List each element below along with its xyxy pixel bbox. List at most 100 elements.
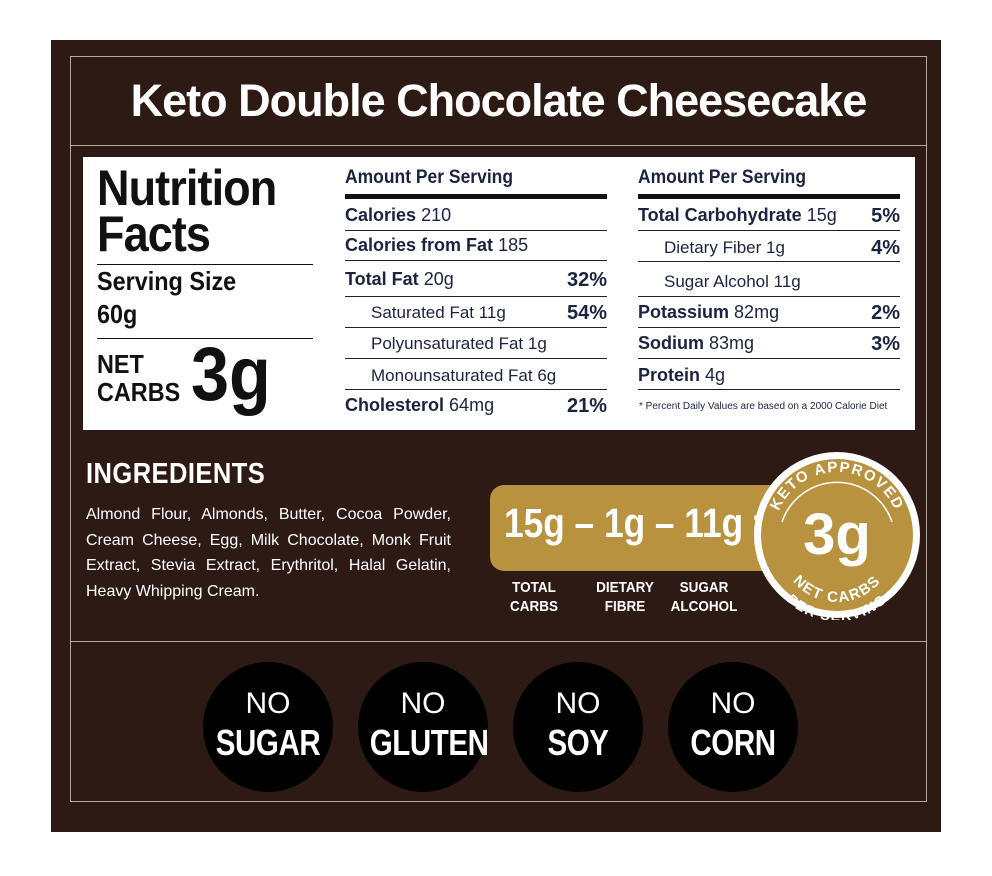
nutrient-amount: 4g xyxy=(705,365,726,385)
net-label-line-2: CARBS xyxy=(97,377,181,407)
badge-item-text: SUGAR xyxy=(215,722,321,763)
badge-item-text: GLUTEN xyxy=(369,722,489,763)
nutrient-label-group: Saturated Fat 11g xyxy=(345,303,506,322)
nutrient-amount: 15g xyxy=(806,205,837,225)
ingredients-heading: INGREDIENTS xyxy=(86,458,266,490)
nutrient-name: Calories from Fat xyxy=(345,235,494,255)
badge-value: 3g xyxy=(803,502,871,567)
nutrient-row: Sugar Alcohol 11g xyxy=(638,271,900,292)
nutrient-label-group: Calories from Fat 185 xyxy=(345,235,528,255)
nutrient-row: Protein 4g xyxy=(638,365,900,386)
badge-item-text: SOY xyxy=(547,722,609,763)
divider xyxy=(97,338,313,339)
no-gluten-badge: NO GLUTEN xyxy=(358,662,489,792)
heading-line-1: Nutrition xyxy=(97,160,277,216)
row-divider xyxy=(345,230,607,231)
nutrient-name: Total Fat xyxy=(345,269,419,289)
row-divider xyxy=(638,358,900,359)
nutrient-name: Dietary Fiber 1g xyxy=(664,238,785,257)
serving-size-label: Serving Size xyxy=(97,266,237,296)
thick-rule xyxy=(638,194,900,199)
nutrient-amount: 64mg xyxy=(449,395,495,415)
row-divider xyxy=(345,358,607,359)
daily-value-percent: 54% xyxy=(566,302,607,324)
daily-value-percent: 2% xyxy=(871,302,900,324)
nutrient-row: Polyunsaturated Fat 1g xyxy=(345,333,607,354)
nutrient-name: Sugar Alcohol 11g xyxy=(664,272,801,291)
nutrient-row: Monounsaturated Fat 6g xyxy=(345,365,607,386)
equation-label-sugar-alcohol: SUGAR ALCOHOL xyxy=(668,578,740,616)
net-label-line-1: NET xyxy=(97,349,144,379)
nutrient-amount: 82mg xyxy=(734,302,780,322)
section-divider xyxy=(70,641,927,642)
nutrient-row: Sodium 83mg 3% xyxy=(638,333,900,355)
daily-value-footnote: * Percent Daily Values are based on a 20… xyxy=(639,401,888,412)
badge-no-text: NO xyxy=(555,687,601,720)
daily-value-percent: 4% xyxy=(871,237,900,259)
nutrient-label-group: Monounsaturated Fat 6g xyxy=(345,366,556,385)
nutrient-name: Polyunsaturated Fat 1g xyxy=(371,334,547,353)
nutrient-label-group: Total Carbohydrate 15g xyxy=(638,205,837,225)
nutrition-facts-heading: Nutrition Facts xyxy=(97,160,313,262)
row-divider xyxy=(345,389,607,390)
nutrient-row: Dietary Fiber 1g 4% xyxy=(638,237,900,259)
nutrient-row: Total Fat 20g 32% xyxy=(345,269,607,291)
nutrient-amount: 185 xyxy=(498,235,529,255)
nutrient-label-group: Polyunsaturated Fat 1g xyxy=(345,334,547,353)
daily-value-percent: 5% xyxy=(871,205,900,227)
heading-line-2: Facts xyxy=(97,206,211,262)
row-divider xyxy=(345,296,607,297)
badge-no-text: NO xyxy=(245,687,291,720)
nutrient-amount: 210 xyxy=(421,205,452,225)
nutrient-label-group: Total Fat 20g xyxy=(345,269,454,289)
label-line: ALCOHOL xyxy=(670,598,738,615)
nutrient-name: Monounsaturated Fat 6g xyxy=(371,366,557,385)
row-divider xyxy=(345,260,607,261)
nutrient-amount: 20g xyxy=(423,269,454,289)
product-title: Keto Double Chocolate Cheesecake xyxy=(70,56,927,146)
nutrient-label-group: Cholesterol 64mg xyxy=(345,395,494,415)
nutrient-name: Protein xyxy=(638,365,701,385)
nutrient-name: Potassium xyxy=(638,302,730,322)
nutrient-name: Saturated Fat 11g xyxy=(371,303,506,322)
equation-label-dietary-fibre: DIETARY FIBRE xyxy=(590,578,660,616)
nutrient-name: Total Carbohydrate xyxy=(638,205,802,225)
nutrient-name: Calories xyxy=(345,205,417,225)
column-header: Amount Per Serving xyxy=(638,167,807,188)
nutrient-label-group: Protein 4g xyxy=(638,365,725,385)
label-line: TOTAL xyxy=(512,579,556,596)
badge-no-text: NO xyxy=(710,687,756,720)
nutrition-facts-panel: Nutrition Facts Serving Size 60g NET CAR… xyxy=(83,157,915,430)
net-carbs-label: NET CARBS xyxy=(97,350,180,406)
nutrient-row: Total Carbohydrate 15g 5% xyxy=(638,205,900,227)
serving-size-value: 60g xyxy=(97,299,138,329)
nutrient-label-group: Potassium 82mg xyxy=(638,302,779,322)
row-divider xyxy=(345,327,607,328)
net-carb-equation-bar xyxy=(490,485,790,571)
divider xyxy=(97,264,313,265)
ingredients-text: Almond Flour, Almonds, Butter, Cocoa Pow… xyxy=(86,506,451,600)
label-line: SUGAR xyxy=(679,579,729,596)
no-sugar-badge: NO SUGAR xyxy=(203,662,333,792)
nutrient-label-group: Sodium 83mg xyxy=(638,333,754,353)
nutrient-row: Potassium 82mg 2% xyxy=(638,302,900,324)
label-line: DIETARY xyxy=(596,579,654,596)
keto-approved-badge: KETO APPROVED 3g NET CARBS PER SERVING xyxy=(754,452,920,620)
nutrient-label-group: Sugar Alcohol 11g xyxy=(638,272,801,291)
badge-inner-arc xyxy=(781,481,893,523)
label-line: CARBS xyxy=(509,598,559,615)
row-divider xyxy=(638,389,900,390)
nutrient-name: Cholesterol xyxy=(345,395,445,415)
no-corn-badge: NO CORN xyxy=(668,662,798,792)
badge-item-text: CORN xyxy=(690,722,776,763)
nutrient-name: Sodium xyxy=(638,333,704,353)
row-divider xyxy=(638,261,900,262)
nutrient-row: Calories from Fat 185 xyxy=(345,235,607,256)
no-soy-badge: NO SOY xyxy=(513,662,643,792)
row-divider xyxy=(638,327,900,328)
nutrient-row: Saturated Fat 11g 54% xyxy=(345,302,607,324)
row-divider xyxy=(638,296,900,297)
serving-size: Serving Size 60g xyxy=(97,265,236,331)
net-carbs-value: 3g xyxy=(191,332,271,417)
daily-value-percent: 3% xyxy=(871,333,900,355)
